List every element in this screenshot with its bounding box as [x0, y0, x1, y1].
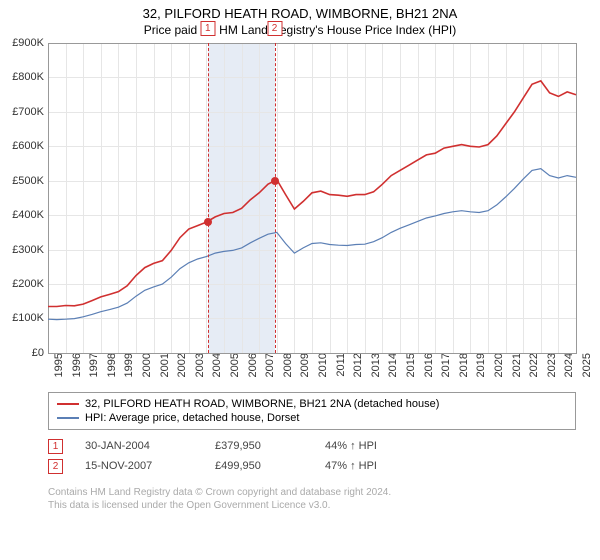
transaction-table: 1 30-JAN-2004£379,95044% ↑ HPI 2 15-NOV-200… [48, 436, 415, 476]
transaction-price: £499,950 [215, 460, 325, 472]
chart-legend: 32, PILFORD HEATH ROAD, WIMBORNE, BH21 2… [48, 392, 576, 430]
transaction-marker-badge: 2 [48, 459, 63, 474]
x-axis-label: 2007 [262, 353, 276, 377]
legend-swatch [57, 403, 79, 405]
x-axis-label: 2013 [368, 353, 382, 377]
chart-subtitle: Price paid vs. HM Land Registry's House … [0, 23, 600, 39]
y-axis-label: £900K [12, 37, 48, 49]
legend-item: HPI: Average price, detached house, Dors… [57, 411, 567, 425]
sale-marker-dot [271, 177, 279, 185]
x-axis-label: 2019 [473, 353, 487, 377]
legend-swatch [57, 417, 79, 419]
transaction-marker-badge: 1 [48, 439, 63, 454]
x-axis-label: 2010 [315, 353, 329, 377]
footer-text: Contains HM Land Registry data © Crown c… [48, 486, 391, 512]
y-axis-label: £100K [12, 312, 48, 324]
y-axis-label: £300K [12, 244, 48, 256]
transaction-price: £379,950 [215, 440, 325, 452]
y-axis-label: £800K [12, 71, 48, 83]
x-axis-label: 2024 [561, 353, 575, 377]
x-axis-label: 2003 [192, 353, 206, 377]
x-axis-label: 2002 [174, 353, 188, 377]
sale-marker-badge: 1 [200, 21, 215, 36]
x-axis-label: 2006 [245, 353, 259, 377]
x-axis-label: 1998 [104, 353, 118, 377]
x-axis-label: 2018 [456, 353, 470, 377]
series-line [48, 81, 576, 307]
series-svg [48, 43, 576, 353]
x-axis-label: 2022 [526, 353, 540, 377]
chart-title: 32, PILFORD HEATH ROAD, WIMBORNE, BH21 2… [0, 0, 600, 23]
x-axis-label: 2020 [491, 353, 505, 377]
y-axis-label: £600K [12, 140, 48, 152]
x-axis-label: 2001 [157, 353, 171, 377]
series-line [48, 169, 576, 320]
transaction-row: 2 15-NOV-2007£499,95047% ↑ HPI [48, 456, 415, 476]
x-axis-label: 2009 [297, 353, 311, 377]
footer-line-1: Contains HM Land Registry data © Crown c… [48, 486, 391, 499]
legend-label: 32, PILFORD HEATH ROAD, WIMBORNE, BH21 2… [85, 398, 439, 410]
x-axis-label: 2005 [227, 353, 241, 377]
x-axis-label: 2015 [403, 353, 417, 377]
transaction-date: 30-JAN-2004 [85, 440, 215, 452]
sale-marker-line [275, 43, 276, 353]
x-axis-label: 2023 [544, 353, 558, 377]
x-axis-label: 1995 [51, 353, 65, 377]
x-axis-label: 2014 [385, 353, 399, 377]
x-axis-label: 2000 [139, 353, 153, 377]
sale-marker-line [208, 43, 209, 353]
y-axis-label: £0 [32, 347, 48, 359]
x-axis-label: 2025 [579, 353, 593, 377]
chart-container: 32, PILFORD HEATH ROAD, WIMBORNE, BH21 2… [0, 0, 600, 560]
sale-marker-dot [204, 218, 212, 226]
x-axis-label: 1997 [86, 353, 100, 377]
x-axis-label: 2011 [333, 353, 347, 377]
transaction-pct: 47% ↑ HPI [325, 460, 415, 472]
legend-label: HPI: Average price, detached house, Dors… [85, 412, 299, 424]
x-axis-label: 1996 [69, 353, 83, 377]
y-axis-label: £400K [12, 209, 48, 221]
y-axis-label: £500K [12, 175, 48, 187]
x-axis-label: 2017 [438, 353, 452, 377]
x-axis-label: 2021 [509, 353, 523, 377]
y-axis-label: £200K [12, 278, 48, 290]
x-axis-label: 2004 [209, 353, 223, 377]
x-axis-label: 2008 [280, 353, 294, 377]
transaction-pct: 44% ↑ HPI [325, 440, 415, 452]
x-axis-label: 2012 [350, 353, 364, 377]
x-axis-label: 1999 [121, 353, 135, 377]
transaction-row: 1 30-JAN-2004£379,95044% ↑ HPI [48, 436, 415, 456]
sale-marker-badge: 2 [267, 21, 282, 36]
y-axis-label: £700K [12, 106, 48, 118]
legend-item: 32, PILFORD HEATH ROAD, WIMBORNE, BH21 2… [57, 397, 567, 411]
x-axis-label: 2016 [421, 353, 435, 377]
chart-plot-area: £0£100K£200K£300K£400K£500K£600K£700K£80… [48, 43, 576, 353]
transaction-date: 15-NOV-2007 [85, 460, 215, 472]
footer-line-2: This data is licensed under the Open Gov… [48, 499, 391, 512]
